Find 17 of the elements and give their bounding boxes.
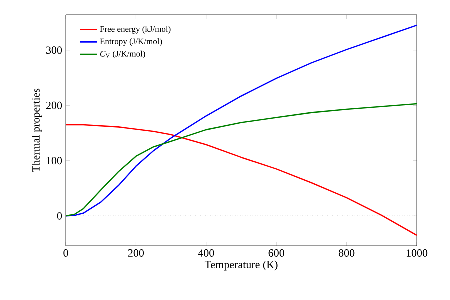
- x-tick-label: 400: [198, 250, 214, 257]
- x-tick-label: 800: [338, 250, 355, 257]
- y-axis-title: Thermal properties: [32, 88, 42, 172]
- legend-label: C$_{V}$ (J/K/mol): [100, 50, 146, 59]
- x-tick-label: 200: [128, 250, 144, 257]
- x-tick-label: 1000: [406, 250, 428, 257]
- x-tick-label: 0: [64, 250, 68, 257]
- y-tick-label: 300: [46, 46, 62, 54]
- x-tick-label: 600: [268, 250, 284, 257]
- y-tick-label: 100: [46, 157, 62, 165]
- legend-label: Entropy (J/K/mol): [100, 38, 162, 46]
- x-axis-title: Temperature (K): [204, 260, 278, 271]
- line-series: [66, 103, 418, 217]
- legend-label: Free energy (kJ/mol): [100, 26, 171, 34]
- y-tick-label: 200: [46, 102, 62, 110]
- y-tick-label: 0: [57, 212, 62, 220]
- line-series: [66, 24, 418, 217]
